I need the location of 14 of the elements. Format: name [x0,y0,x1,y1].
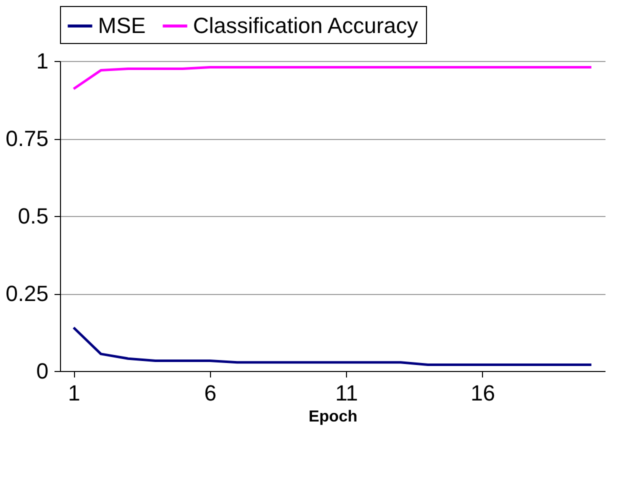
x-tick-label: 11 [335,380,358,406]
y-tick-label: 0 [36,358,48,384]
y-tick-label: 0.5 [18,204,48,228]
x-tick-label: 16 [470,380,496,406]
x-axis-title: Epoch [308,408,358,426]
y-tick-label: 0.75 [6,126,48,151]
x-tick-label: 1 [68,380,80,406]
legend-label: MSE [98,13,146,38]
legend-label: Classification Accuracy [193,13,418,38]
y-tick-label: 1 [36,48,48,74]
y-tick-label: 0.25 [6,281,48,306]
line-series [72,326,593,366]
x-tick-label: 6 [204,380,216,406]
line-series [72,66,593,90]
